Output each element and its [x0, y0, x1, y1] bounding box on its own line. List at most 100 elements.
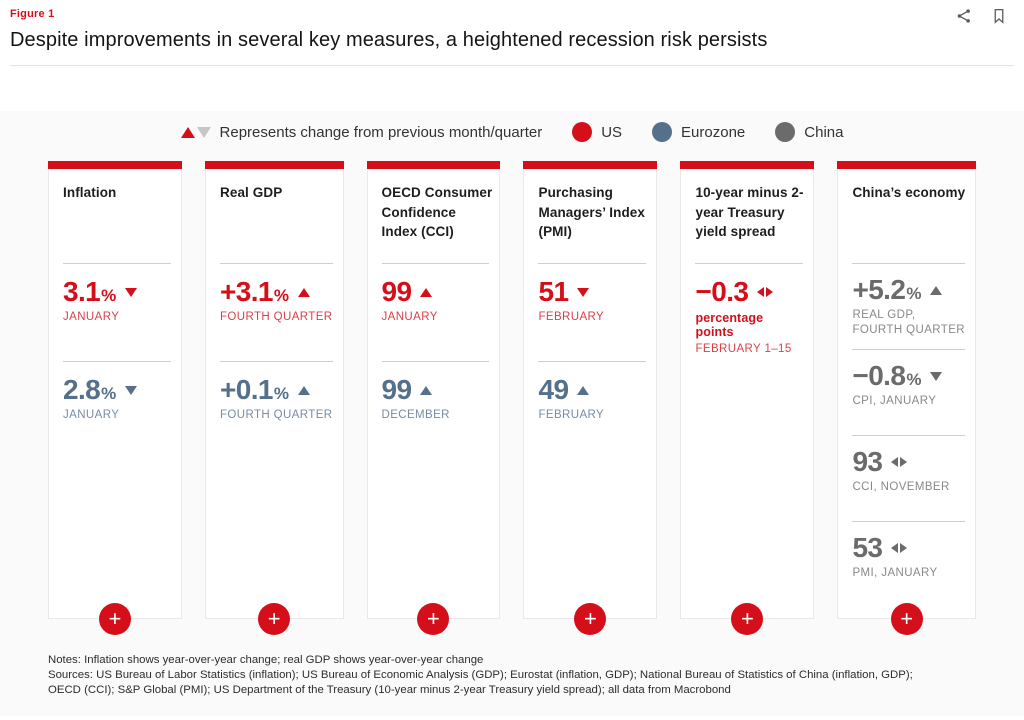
stat-value-row: 49 [538, 375, 646, 405]
stat-period-label: JANUARY [63, 408, 171, 423]
share-icon[interactable] [955, 7, 973, 25]
card-treasury-spread: 10-year minus 2-year Treasury yield spre… [680, 161, 815, 635]
stat-value: 93 [852, 446, 883, 477]
card-title: Purchasing Managers’ Index (PMI) [538, 185, 646, 239]
stat-period-line: FOURTH QUARTER [852, 324, 965, 336]
stat-value-row: 51 [538, 277, 646, 307]
stat-value: +0.1 [219, 374, 273, 405]
stat: 3.1% JANUARY [63, 263, 171, 361]
change-flat-icon [757, 287, 774, 297]
stat-period-line: JANUARY [381, 311, 438, 323]
change-triangles [180, 126, 211, 138]
legend: Represents change from previous month/qu… [0, 121, 1024, 143]
stat-value: 99 [381, 276, 413, 307]
stat-period-line: FEBRUARY [538, 409, 605, 421]
stat-value-suffix: % [101, 383, 117, 403]
stat-period-line: REAL GDP, [852, 309, 916, 321]
card-accent-bar [523, 161, 658, 169]
stat-unit-label: percentage points [695, 311, 764, 339]
card-accent-bar [366, 161, 501, 169]
stat-period-label: DECEMBER [382, 408, 490, 423]
legend-item-eurozone: Eurozone [652, 122, 745, 142]
notes-line: Notes: Inflation shows year-over-year ch… [48, 654, 484, 666]
change-up-icon [930, 285, 943, 295]
expand-card-button[interactable]: + [98, 603, 131, 635]
stat-period-line: DECEMBER [381, 409, 450, 421]
indicator-cards: Inflation 3.1% JANUARY 2.8% JANUARY + Real … [0, 161, 1024, 635]
triangle-left-icon [891, 543, 899, 553]
change-up-icon [577, 385, 590, 395]
triangle-right-icon [766, 287, 774, 297]
expand-card-button[interactable]: + [731, 603, 764, 635]
card-accent-bar [680, 161, 815, 169]
stat: 51 FEBRUARY [538, 263, 647, 361]
expand-card-button[interactable]: + [574, 603, 607, 635]
stat-period-label: JANUARY [382, 310, 490, 325]
stat-period-label: CPI, JANUARY [852, 394, 965, 409]
card-accent-bar [48, 161, 182, 169]
stat-period-line: JANUARY [63, 409, 120, 421]
stat: 49 FEBRUARY [538, 361, 647, 423]
change-flat-icon [891, 457, 908, 467]
stat-value-row: +0.1% [220, 375, 333, 405]
change-down-icon [125, 385, 138, 395]
card-title: China’s economy [852, 185, 966, 200]
stat-value-row: 53 [852, 533, 965, 563]
stat: +5.2% REAL GDP, FOURTH QUARTER [852, 263, 965, 349]
bookmark-icon[interactable] [990, 7, 1008, 25]
change-down-icon [577, 287, 590, 297]
change-up-icon [298, 385, 310, 395]
china-dot-icon [775, 122, 796, 142]
triangle-down-icon [196, 126, 211, 138]
stat-value: 3.1 [63, 276, 101, 307]
card-accent-bar [204, 161, 344, 169]
stat-value: 99 [381, 374, 413, 405]
card-title: 10-year minus 2-year Treasury yield spre… [695, 185, 804, 239]
stat-period-line: FEBRUARY [538, 311, 605, 323]
stat-period-label: CCI, NOVEMBER [852, 480, 965, 495]
stat-value: 2.8 [63, 374, 101, 405]
legend-change-note: Represents change from previous month/qu… [180, 123, 543, 141]
card-inflation: Inflation 3.1% JANUARY 2.8% JANUARY + [48, 161, 182, 635]
stat-value: +3.1 [219, 276, 273, 307]
stat-period-label: FOURTH QUARTER [220, 408, 333, 423]
expand-card-button[interactable]: + [258, 603, 291, 635]
change-up-icon [420, 287, 433, 297]
stat-period-line: FOURTH QUARTER [219, 311, 333, 323]
stat-value-row: 99 [382, 375, 490, 405]
change-flat-icon [891, 543, 908, 553]
stat: 93 CCI, NOVEMBER [852, 435, 965, 521]
page-title: Despite improvements in several key meas… [10, 29, 768, 51]
triangle-right-icon [900, 457, 908, 467]
stat-period-line: FEBRUARY 1–15 [695, 343, 792, 355]
stat-value-row: 93 [852, 447, 965, 477]
card-china-economy: China’s economy +5.2% REAL GDP, FOURTH QUA… [837, 161, 976, 635]
stat: 2.8% JANUARY [63, 361, 171, 423]
expand-card-button[interactable]: + [417, 603, 450, 635]
stat-value: +5.2 [852, 274, 906, 305]
stat-value-suffix: % [273, 285, 289, 305]
stat-value-row: +5.2% [852, 275, 965, 305]
sources-line: Sources: US Bureau of Labor Statistics (… [48, 668, 913, 696]
triangle-left-icon [757, 287, 765, 297]
stat-value: 49 [538, 374, 569, 405]
legend-change-label: Represents change from previous month/qu… [219, 123, 543, 141]
stat: 99 DECEMBER [381, 361, 490, 423]
card-title: Real GDP [219, 185, 283, 200]
figure-panel: Represents change from previous month/qu… [0, 111, 1024, 716]
card-pmi: Purchasing Managers’ Index (PMI) 51 FEBRU… [523, 161, 658, 635]
stat-value: −0.3 [695, 276, 749, 307]
footnotes: Notes: Inflation shows year-over-year ch… [0, 619, 985, 697]
header-divider [10, 65, 1014, 66]
legend-item-label: Eurozone [681, 123, 746, 141]
card-real-gdp: Real GDP +3.1% FOURTH QUARTER +0.1% FOURTH … [204, 161, 344, 635]
stat-period-label: FEBRUARY [538, 408, 646, 423]
card-title: Inflation [63, 185, 117, 200]
expand-card-button[interactable]: + [890, 603, 923, 635]
stat-period-line: CCI, NOVEMBER [852, 481, 950, 493]
card-title: OECD Consumer Confidence Index (CCI) [381, 185, 493, 239]
legend-item-label: US [601, 123, 623, 141]
change-up-icon [420, 385, 433, 395]
stat: −0.8% CPI, JANUARY [852, 349, 965, 435]
figure-label: Figure 1 [10, 8, 55, 20]
